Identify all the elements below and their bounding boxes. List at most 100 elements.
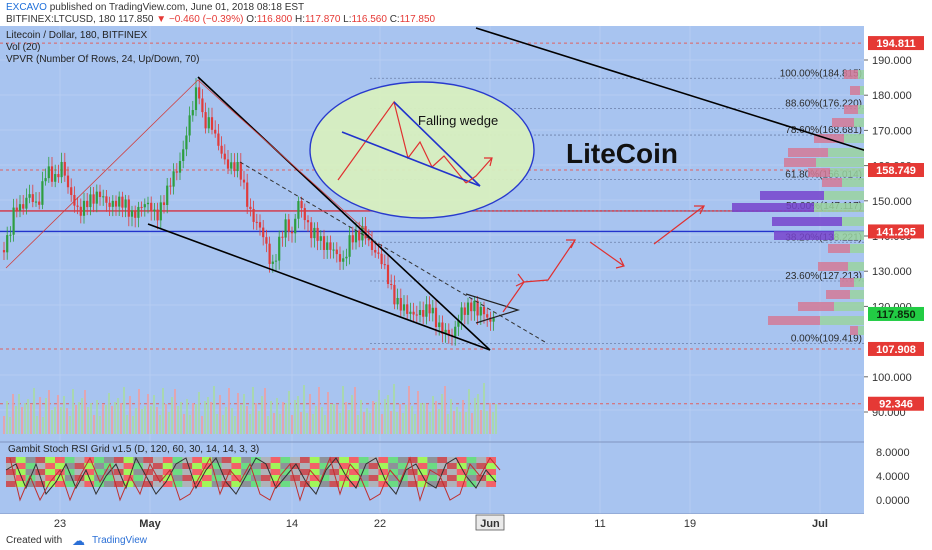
stoch-grid-cell bbox=[45, 481, 55, 487]
volume-bar bbox=[474, 398, 476, 434]
falling-wedge-ellipse bbox=[309, 81, 535, 219]
author-link[interactable]: EXCAVO bbox=[6, 2, 47, 13]
stoch-grid-cell bbox=[456, 475, 467, 481]
stoch-grid-cell bbox=[437, 457, 447, 463]
candle-body bbox=[310, 222, 313, 239]
stoch-grid-cell bbox=[162, 457, 173, 463]
candle-body bbox=[140, 206, 143, 208]
candle-body bbox=[418, 310, 422, 316]
stoch-grid-cell bbox=[143, 463, 153, 469]
stoch-grid-cell bbox=[339, 463, 349, 469]
stoch-grid-cell bbox=[133, 481, 144, 487]
candle-body bbox=[150, 202, 153, 212]
price-tick-label: 190.000 bbox=[872, 55, 912, 67]
vpvr-up-bar bbox=[844, 134, 864, 143]
stoch-grid-cell bbox=[113, 469, 124, 475]
stoch-grid-cell bbox=[358, 463, 369, 469]
time-tick-label: May bbox=[139, 518, 161, 530]
volume-bar bbox=[267, 416, 269, 434]
volume-bar bbox=[171, 397, 173, 434]
stoch-grid-cell bbox=[192, 481, 202, 487]
candle-body bbox=[249, 206, 252, 209]
stoch-grid-cell bbox=[45, 475, 55, 481]
stoch-grid-cell bbox=[349, 457, 359, 463]
candle-body bbox=[143, 204, 146, 208]
candle-body bbox=[44, 178, 47, 182]
volume-bar bbox=[102, 404, 104, 434]
volume-bar bbox=[261, 396, 263, 434]
vpvr-down-bar bbox=[822, 178, 842, 187]
candle-body bbox=[12, 207, 15, 235]
volume-bar bbox=[153, 395, 155, 434]
candle-body bbox=[255, 221, 258, 223]
candle-body bbox=[76, 205, 79, 207]
stoch-grid-cell bbox=[202, 469, 212, 475]
created-with: Created with bbox=[6, 535, 63, 546]
candle-body bbox=[166, 185, 169, 206]
candle-body bbox=[146, 202, 150, 205]
stoch-grid-cell bbox=[270, 457, 281, 463]
candle-body bbox=[342, 258, 345, 262]
volume-bar bbox=[99, 416, 101, 434]
stoch-grid-cell bbox=[407, 469, 418, 475]
volume-bar bbox=[327, 392, 329, 434]
volume-bar bbox=[249, 414, 251, 434]
price-tick-label: 100.000 bbox=[872, 372, 912, 384]
stoch-grid-cell bbox=[35, 457, 46, 463]
candle-body bbox=[210, 117, 214, 130]
stoch-grid-cell bbox=[319, 457, 330, 463]
candle-body bbox=[220, 145, 223, 154]
stoch-grid-cell bbox=[270, 475, 281, 481]
stoch-grid-cell bbox=[25, 463, 36, 469]
stoch-grid-cell bbox=[309, 481, 320, 487]
tradingview-brand[interactable]: TradingView bbox=[92, 535, 148, 546]
candle-body bbox=[281, 236, 284, 238]
stoch-grid-cell bbox=[437, 469, 447, 475]
stoch-grid-cell bbox=[123, 469, 134, 475]
candle-body bbox=[303, 208, 306, 221]
candle-body bbox=[345, 256, 348, 259]
volume-bar bbox=[135, 408, 137, 434]
volume-bar bbox=[90, 403, 92, 434]
volume-bar bbox=[477, 394, 479, 434]
volume-bar bbox=[42, 417, 44, 434]
candle-body bbox=[204, 112, 207, 129]
stoch-grid-cell bbox=[437, 475, 447, 481]
stoch-grid-cell bbox=[407, 481, 418, 487]
legend-symbol: Litecoin / Dollar, 180, BITFINEX bbox=[6, 30, 148, 41]
stoch-grid-cell bbox=[94, 463, 104, 469]
volume-bar bbox=[279, 414, 281, 434]
volume-bar bbox=[480, 410, 482, 434]
stoch-grid-cell bbox=[300, 463, 310, 469]
candle-body bbox=[201, 98, 204, 113]
candle-body bbox=[153, 209, 156, 212]
price-level-text: 107.908 bbox=[876, 344, 916, 356]
vpvr-down-bar bbox=[828, 244, 850, 253]
falling-wedge-label: Falling wedge bbox=[418, 113, 498, 128]
stoch-grid-cell bbox=[133, 475, 144, 481]
stoch-tick-label: 0.0000 bbox=[876, 495, 910, 507]
stoch-grid-cell bbox=[407, 475, 418, 481]
volume-bar bbox=[426, 404, 428, 434]
volume-bar bbox=[216, 414, 218, 434]
stoch-grid-cell bbox=[280, 469, 291, 475]
volume-bar bbox=[126, 415, 128, 434]
candle-body bbox=[47, 166, 50, 179]
volume-bar bbox=[309, 394, 311, 434]
current-price-badge bbox=[868, 306, 924, 321]
volume-bar bbox=[54, 407, 56, 434]
stoch-grid-cell bbox=[84, 469, 95, 475]
candle-body bbox=[121, 196, 124, 208]
volume-bar bbox=[315, 406, 317, 434]
open-label: O: bbox=[246, 14, 257, 25]
volume-bars bbox=[3, 383, 497, 434]
stoch-grid-cell bbox=[447, 475, 457, 481]
price-level-text: 194.811 bbox=[876, 38, 915, 50]
volume-bar bbox=[108, 393, 110, 434]
candle-body bbox=[9, 234, 12, 236]
stoch-grid-cell bbox=[153, 481, 163, 487]
stoch-grid-cell bbox=[15, 457, 26, 463]
candle-body bbox=[409, 311, 412, 314]
price-level-text: 92.346 bbox=[879, 399, 913, 411]
